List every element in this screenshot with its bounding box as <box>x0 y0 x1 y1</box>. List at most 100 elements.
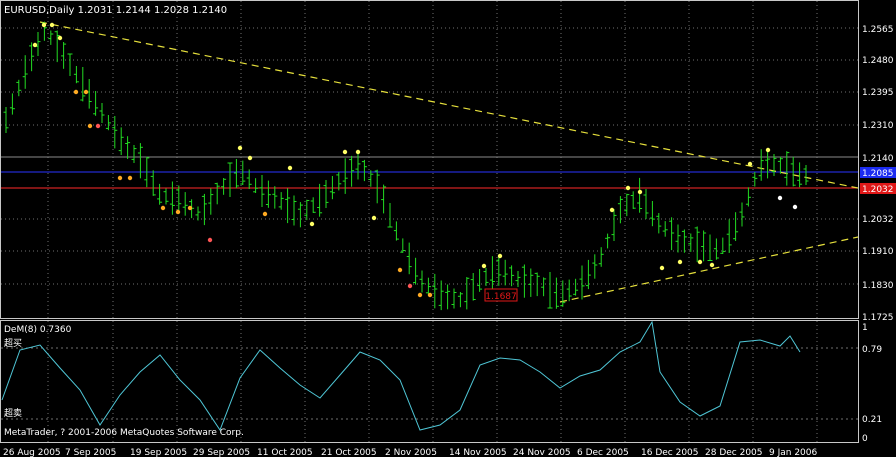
price-bars <box>3 21 809 311</box>
ohlc-bar <box>361 159 367 182</box>
ohlc-bar <box>93 91 99 116</box>
date-tick: 9 Jan 2006 <box>769 448 817 457</box>
ohlc-bar <box>413 257 419 285</box>
ohlc-bar <box>547 272 553 309</box>
ohlc-bar <box>368 170 374 187</box>
chart-grid <box>1 1 858 442</box>
ohlc-bar <box>438 280 444 311</box>
ohlc-bar <box>304 199 310 221</box>
count-marker <box>262 211 268 217</box>
ohlc-bar <box>496 255 502 286</box>
price-tick: 1.2565 <box>862 25 894 35</box>
count-marker <box>637 189 643 195</box>
count-marker <box>709 262 715 268</box>
price-tick: 1.1910 <box>862 247 894 257</box>
ohlc-bar <box>605 233 611 249</box>
count-marker <box>427 292 433 298</box>
ohlc-bar <box>317 183 323 217</box>
count-marker <box>87 123 93 129</box>
count-marker <box>127 175 133 181</box>
red-price-tag: 1.2032 <box>862 185 894 195</box>
ohlc-bar <box>195 206 201 221</box>
ohlc-bar <box>201 193 207 226</box>
ohlc-bar <box>131 145 137 163</box>
lower-trendline[interactable] <box>559 236 859 303</box>
ohlc-bar <box>701 230 707 262</box>
ohlc-bar <box>720 237 726 254</box>
ohlc-bar <box>112 116 118 149</box>
ohlc-bar <box>771 154 777 176</box>
ohlc-bar <box>214 182 220 205</box>
count-marker <box>41 22 47 28</box>
ohlc-bar <box>598 247 604 267</box>
ohlc-bar <box>48 30 54 45</box>
ohlc-bar <box>54 30 60 63</box>
date-tick: 7 Sep 2005 <box>65 448 116 457</box>
demarker-line <box>1 320 801 432</box>
ohlc-bar <box>240 160 246 185</box>
ohlc-bar <box>790 156 796 187</box>
ohlc-bar <box>381 184 387 214</box>
count-marker <box>625 185 631 191</box>
count-marker <box>497 253 503 259</box>
ohlc-bar <box>278 192 284 210</box>
ohlc-bar <box>285 188 291 224</box>
count-marker <box>481 263 487 269</box>
count-marker <box>83 89 89 95</box>
count-labels <box>32 22 798 298</box>
count-marker <box>95 123 101 129</box>
ohlc-bar <box>9 93 15 115</box>
date-axis: 26 Aug 2005 7 Sep 2005 19 Sep 2005 29 Se… <box>3 448 817 457</box>
ohlc-bar <box>329 176 335 200</box>
count-marker <box>207 237 213 243</box>
blue-price-tag: 1.2085 <box>862 169 894 179</box>
count-marker <box>187 205 193 211</box>
ohlc-bar <box>752 172 758 187</box>
count-marker <box>747 161 753 167</box>
red-price-tag-bg <box>860 183 896 194</box>
count-marker <box>407 283 413 289</box>
price-tick: 1.1725 <box>862 313 894 323</box>
count-marker <box>371 215 377 221</box>
date-tick: 26 Aug 2005 <box>3 448 61 457</box>
indicator-tick: 1 <box>862 323 868 333</box>
ohlc-bar <box>425 277 431 295</box>
ohlc-bar <box>726 219 732 253</box>
ohlc-bar <box>713 238 719 260</box>
oversold-label: 超卖 <box>4 407 22 419</box>
ohlc-bar <box>61 42 67 69</box>
ohlc-bar <box>566 279 572 302</box>
ohlc-bar <box>393 221 399 241</box>
date-tick: 28 Dec 2005 <box>705 448 763 457</box>
ohlc-bar <box>688 233 694 252</box>
ohlc-bar <box>803 165 809 185</box>
ohlc-bar <box>310 197 316 213</box>
date-tick: 11 Oct 2005 <box>257 448 313 457</box>
date-tick: 19 Sep 2005 <box>130 448 187 457</box>
ohlc-bar <box>22 55 28 89</box>
ohlc-bar <box>521 264 527 298</box>
count-marker <box>659 265 665 271</box>
current-price-tag-bg <box>860 152 896 163</box>
date-tick: 24 Nov 2005 <box>513 448 571 457</box>
ohlc-bar <box>739 202 745 227</box>
ohlc-bar <box>669 217 675 251</box>
ohlc-bar <box>457 292 463 308</box>
price-tick: 1.1830 <box>862 281 894 291</box>
ohlc-bar <box>323 180 329 208</box>
count-marker <box>342 149 348 155</box>
ohlc-bar <box>483 268 489 286</box>
count-marker <box>32 42 38 48</box>
indicator-tick: 0.79 <box>862 345 882 355</box>
count-marker <box>73 89 79 95</box>
ohlc-bar <box>784 151 790 186</box>
ohlc-bar <box>745 187 751 207</box>
ohlc-bar <box>387 203 393 228</box>
ohlc-bar <box>624 193 630 217</box>
count-marker <box>49 22 55 28</box>
ohlc-bar <box>445 284 451 310</box>
ohlc-bar <box>336 172 342 191</box>
count-marker <box>777 195 783 201</box>
ohlc-bar <box>579 265 585 300</box>
